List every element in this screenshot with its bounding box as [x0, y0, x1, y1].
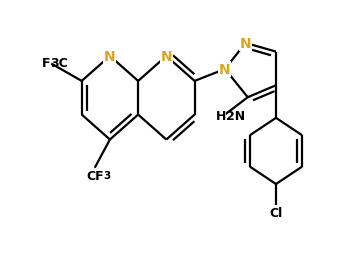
Text: 3: 3 [103, 171, 110, 181]
Text: N: N [219, 63, 231, 77]
Text: 2N: 2N [226, 110, 245, 123]
Text: F: F [42, 57, 50, 70]
Text: Cl: Cl [269, 206, 283, 219]
Text: CF: CF [86, 169, 104, 182]
Text: 3C: 3C [50, 57, 68, 70]
Text: N: N [161, 50, 172, 64]
Text: H: H [216, 110, 226, 123]
Text: N: N [104, 50, 116, 64]
Text: N: N [240, 37, 251, 51]
